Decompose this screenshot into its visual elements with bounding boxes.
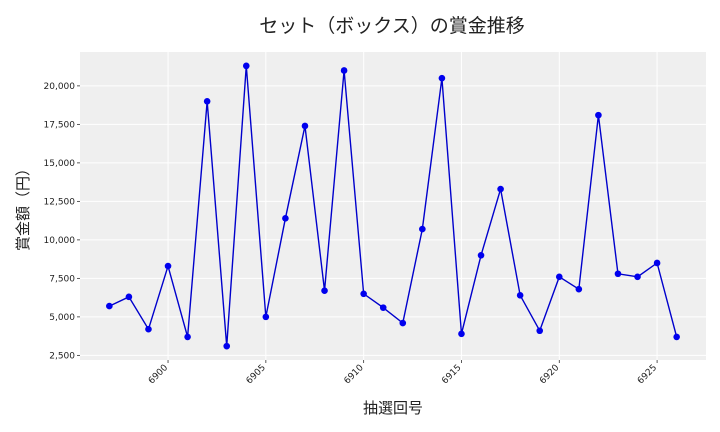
x-tick-label: 6900 [147, 363, 170, 386]
y-tick-label: 12,500 [44, 197, 76, 207]
data-point [458, 330, 465, 338]
x-tick-label: 6915 [440, 363, 463, 386]
data-point [419, 225, 426, 233]
data-point [477, 251, 485, 259]
data-point [634, 273, 641, 281]
plot-area [80, 52, 706, 360]
data-point [184, 333, 191, 341]
y-tick-label: 5,000 [49, 313, 75, 323]
y-tick-label: 7,500 [49, 274, 75, 284]
data-point [282, 215, 289, 222]
data-point [262, 313, 270, 321]
data-point [555, 273, 563, 281]
data-point [106, 302, 113, 310]
y-axis-title: 賞金額（円） [14, 161, 32, 251]
x-tick-label: 6920 [538, 363, 561, 386]
data-point [145, 325, 152, 333]
data-point [321, 287, 328, 295]
data-point [497, 185, 504, 193]
data-point [340, 67, 348, 74]
x-tick-label: 6910 [343, 363, 366, 386]
y-tick-label: 10,000 [44, 236, 76, 246]
data-point [203, 97, 211, 105]
series-line [109, 65, 678, 347]
x-tick-label: 6905 [245, 363, 268, 386]
x-axis-title: 抽選回号 [363, 399, 423, 417]
series-layer [106, 62, 680, 350]
data-point [379, 304, 387, 311]
data-point [223, 342, 231, 350]
grid-lines [80, 52, 706, 360]
data-point [673, 333, 680, 341]
y-tick-label: 2,500 [49, 351, 75, 361]
y-tick-label: 20,000 [44, 82, 76, 92]
data-point [536, 327, 544, 335]
data-point [164, 262, 172, 270]
y-tick-label: 15,000 [44, 159, 76, 169]
y-tick-label: 17,500 [44, 120, 76, 130]
data-point [399, 319, 407, 327]
data-point [360, 290, 367, 298]
data-point [653, 259, 661, 267]
data-point [575, 285, 583, 293]
data-point [614, 270, 622, 278]
data-point [125, 293, 133, 301]
chart-title: セット（ボックス）の賞金推移 [259, 15, 524, 37]
data-point [438, 74, 446, 82]
data-point [301, 122, 309, 130]
data-point [595, 111, 602, 119]
data-point [242, 62, 250, 70]
data-point [516, 292, 524, 299]
x-tick-label: 6925 [636, 363, 659, 386]
